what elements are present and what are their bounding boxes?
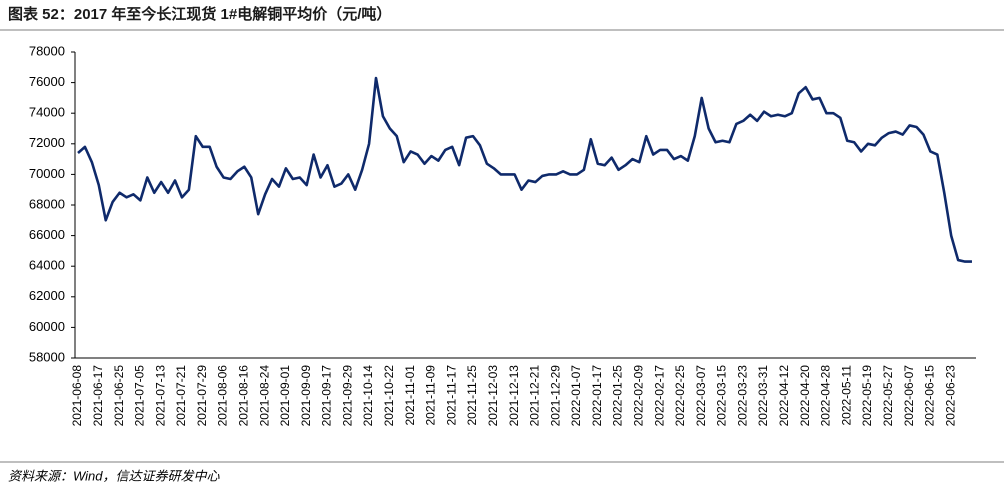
x-tick-label: 2021-09-09: [299, 365, 313, 427]
x-tick-label: 2021-07-05: [133, 365, 147, 427]
x-tick-label: 2021-09-29: [340, 365, 354, 427]
x-tick-label: 2022-06-07: [902, 365, 916, 427]
x-tick-label: 2021-10-22: [382, 365, 396, 427]
x-tick-label: 2021-06-08: [70, 365, 84, 427]
x-tick-label: 2022-02-09: [632, 365, 646, 427]
x-tick-label: 2022-03-31: [756, 365, 770, 427]
x-tick-label: 2022-05-27: [881, 365, 895, 427]
x-tick-label: 2021-08-24: [257, 365, 271, 427]
chart-title: 图表 52：2017 年至今长江现货 1#电解铜平均价（元/吨）: [8, 5, 391, 23]
price-line: [77, 76, 972, 263]
x-tick-label: 2021-09-01: [278, 365, 292, 427]
x-tick-label: 2021-08-16: [236, 365, 250, 427]
y-tick-label: 60000: [29, 319, 65, 334]
x-tick-label: 2021-11-17: [444, 365, 458, 426]
y-tick-label: 64000: [29, 258, 65, 273]
source-note: 资料来源：Wind，信达证券研发中心: [8, 468, 221, 483]
y-tick-label: 66000: [29, 227, 65, 242]
x-tick-label: 2022-06-15: [923, 365, 937, 427]
y-tick-label: 74000: [29, 105, 65, 120]
x-tick-label: 2021-11-09: [424, 365, 438, 426]
x-tick-label: 2021-07-29: [195, 365, 209, 427]
x-tick-label: 2022-01-17: [590, 365, 604, 427]
x-tick-label: 2022-03-07: [694, 365, 708, 427]
x-tick-label: 2021-11-25: [465, 365, 479, 426]
y-tick-label: 58000: [29, 349, 65, 364]
y-tick-label: 72000: [29, 135, 65, 150]
x-tick-label: 2021-12-21: [528, 365, 542, 427]
x-tick-label: 2022-06-23: [943, 365, 957, 427]
x-tick-label: 2022-01-07: [569, 365, 583, 427]
x-tick-label: 2021-07-13: [153, 365, 167, 427]
x-tick-label: 2022-02-17: [652, 365, 666, 427]
y-tick-label: 62000: [29, 288, 65, 303]
x-tick-label: 2022-04-12: [777, 365, 791, 427]
x-tick-label: 2021-11-01: [403, 365, 417, 426]
x-tick-label: 2022-04-20: [798, 365, 812, 427]
x-tick-label: 2021-12-03: [486, 365, 500, 427]
y-tick-label: 70000: [29, 166, 65, 181]
x-tick-label: 2021-06-25: [112, 365, 126, 427]
x-tick-label: 2021-07-21: [174, 365, 188, 427]
x-tick-label: 2021-08-06: [216, 365, 230, 427]
x-tick-label: 2021-06-17: [91, 365, 105, 427]
x-tick-label: 2022-05-19: [860, 365, 874, 427]
y-tick-label: 76000: [29, 74, 65, 89]
x-tick-label: 2022-03-15: [715, 365, 729, 427]
x-tick-label: 2022-04-28: [819, 365, 833, 427]
x-tick-label: 2021-10-14: [361, 365, 375, 427]
x-tick-label: 2021-12-29: [548, 365, 562, 427]
x-tick-label: 2022-05-11: [839, 365, 853, 426]
x-tick-label: 2021-09-17: [320, 365, 334, 427]
x-tick-label: 2022-01-25: [611, 365, 625, 427]
x-tick-label: 2021-12-13: [507, 365, 521, 427]
x-tick-label: 2022-02-25: [673, 365, 687, 427]
y-tick-label: 68000: [29, 196, 65, 211]
y-tick-label: 78000: [29, 43, 65, 58]
x-tick-label: 2022-03-23: [735, 365, 749, 427]
